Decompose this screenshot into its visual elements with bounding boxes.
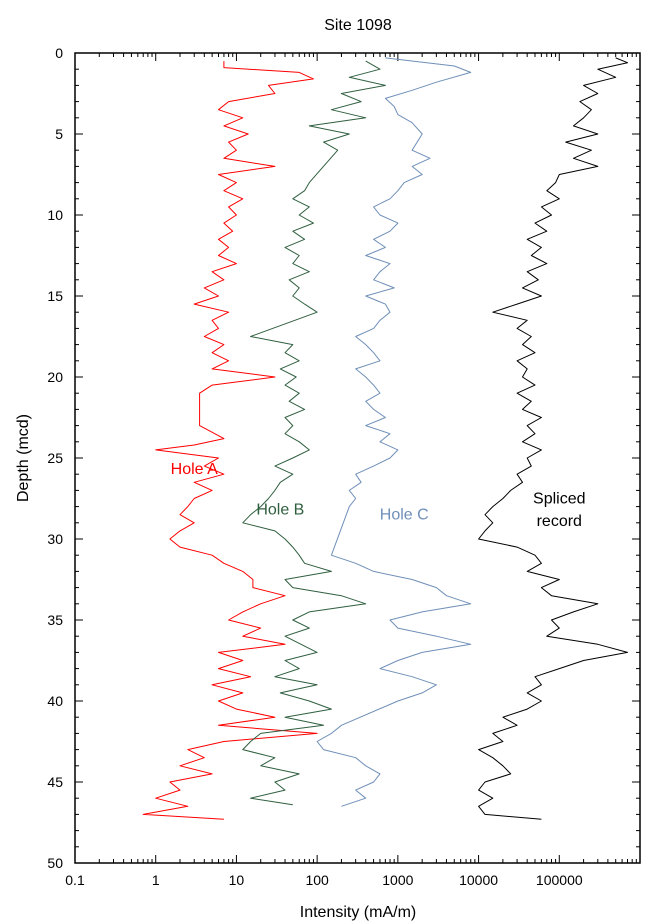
x-tick-label: 100	[305, 872, 329, 888]
y-tick-label: 50	[47, 855, 63, 871]
y-tick-label: 35	[47, 612, 63, 628]
y-tick-label: 20	[47, 369, 63, 385]
y-tick-label: 45	[47, 774, 63, 790]
series-annotation: record	[537, 513, 582, 530]
labels-layer: Hole A Hole B Hole C Spliced record	[171, 461, 586, 530]
series-line-0	[142, 61, 318, 820]
series-annotation: Spliced	[533, 490, 585, 507]
chart-title: Site 1098	[324, 17, 392, 34]
series-line-3	[478, 57, 628, 820]
series-line-1	[242, 60, 386, 806]
series-layer	[142, 57, 628, 820]
y-tick-label: 5	[55, 126, 63, 142]
ticks-layer: 0 5 10 15 20 25 30 35 40 45 500.1 1 10 100 1000 10000 10…	[47, 45, 640, 888]
series-annotation: Hole B	[256, 502, 304, 519]
y-tick-label: 15	[47, 288, 63, 304]
y-tick-label: 0	[55, 45, 63, 61]
series-annotation: Hole C	[380, 507, 429, 524]
x-axis-title: Intensity (mA/m)	[300, 904, 416, 921]
x-tick-label: 1000	[382, 872, 413, 888]
x-tick-label: 0.1	[65, 872, 85, 888]
x-tick-label: 1	[152, 872, 160, 888]
x-tick-label: 10	[229, 872, 245, 888]
series-line-2	[316, 57, 472, 807]
y-axis-title: Depth (mcd)	[15, 414, 32, 502]
y-tick-label: 40	[47, 693, 63, 709]
y-tick-label: 30	[47, 531, 63, 547]
series-annotation: Hole A	[171, 461, 218, 478]
y-tick-label: 25	[47, 450, 63, 466]
x-tick-label: 100000	[536, 872, 583, 888]
y-tick-label: 10	[47, 207, 63, 223]
plot-frame	[74, 52, 641, 864]
x-tick-label: 10000	[459, 872, 498, 888]
